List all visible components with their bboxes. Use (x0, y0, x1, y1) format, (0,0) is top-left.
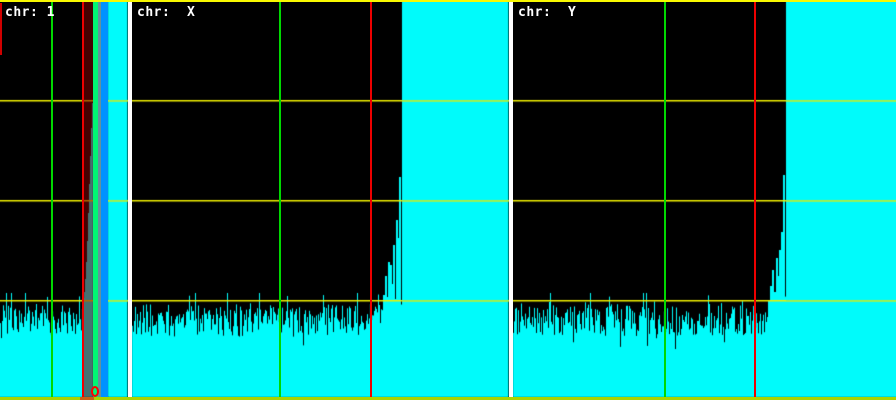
border-bottom (0, 397, 896, 400)
panel-separator-2 (508, 2, 513, 400)
panel-separator-1 (127, 2, 132, 400)
panel-2-green-vline (279, 2, 281, 397)
border-bottom-accent (80, 397, 94, 400)
panel-chrX-label: chr: X (137, 5, 196, 20)
panel-chr1-label: chr: 1 (5, 5, 55, 20)
panel-3-green-vline (664, 2, 666, 397)
panel-chrX[interactable]: chr: X (132, 0, 508, 400)
panel-chr1[interactable]: chr: 1 (0, 0, 127, 400)
panel-1-maroon-band (83, 2, 93, 397)
panel-1-red-vline (82, 2, 84, 397)
panel-3-red-vline (754, 2, 756, 397)
selection-ellipse-marker[interactable] (91, 385, 99, 397)
panel-chrY-label: chr: Y (518, 5, 577, 20)
border-top (0, 0, 896, 2)
panel-1-green-stripe (93, 2, 98, 397)
panel-1-blue-stripe (101, 2, 108, 397)
panel-1-green-vline (51, 2, 53, 397)
edge-red-sliver (0, 3, 2, 55)
panel-1-gray-band (98, 2, 101, 397)
panel-2-red-vline (370, 2, 372, 397)
panel-chrY[interactable]: chr: Y (513, 0, 896, 400)
